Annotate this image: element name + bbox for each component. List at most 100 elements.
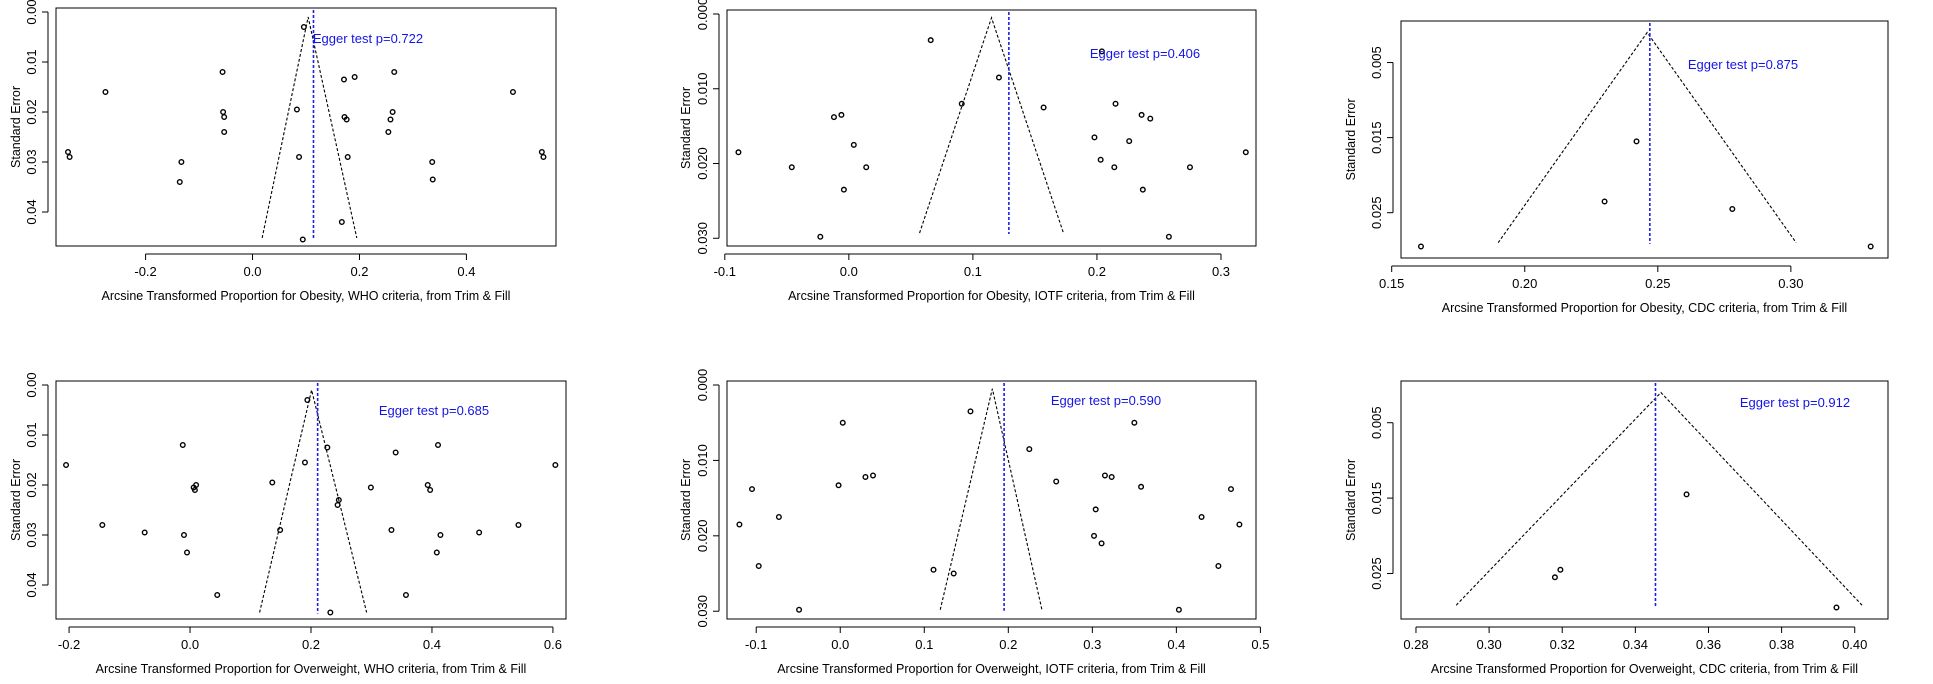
funnel-panel-3: 0.15 0.20 0.25 0.30 0.005 0.015 0.025 Arcsine T… <box>1344 20 1889 315</box>
study-point <box>870 472 877 479</box>
study-point <box>176 178 183 185</box>
y-tick-label: 0.030 <box>695 222 710 255</box>
x-axis-title: Arcsine Transformed Proportion for Obesi… <box>1442 301 1847 315</box>
y-tick-label: 0.005 <box>1369 406 1384 439</box>
y-axis-title: Standard Error <box>1344 459 1358 541</box>
study-point <box>388 527 395 534</box>
funnel-panel-5: -0.1 0.0 0.1 0.2 0.3 0.4 0.5 0.000 0.010 0.020 0.0… <box>679 369 1269 676</box>
study-point <box>338 218 345 225</box>
study-point <box>830 114 837 121</box>
y-tick-label: 0.000 <box>695 369 710 402</box>
study-point <box>1026 446 1033 453</box>
study-point <box>389 108 396 115</box>
study-point <box>219 68 226 75</box>
study-point <box>1097 156 1104 163</box>
study-point <box>1126 138 1133 145</box>
study-point <box>1633 138 1640 145</box>
x-tick-label: 0.5 <box>1251 637 1269 652</box>
study-point <box>184 549 191 556</box>
study-point <box>1092 506 1099 513</box>
study-point <box>538 148 545 155</box>
study-point <box>1215 562 1222 569</box>
study-point <box>1175 606 1182 613</box>
x-axis-title: Arcsine Transformed Proportion for Obesi… <box>102 289 511 303</box>
study-point <box>269 479 276 486</box>
funnel-limits <box>939 388 1043 610</box>
funnel-panel-4: -0.2 0.0 0.2 0.4 0.6 0.00 0.01 0.02 0.03 0.04 Arcs… <box>9 372 567 676</box>
study-point <box>1417 243 1424 250</box>
x-tick-label: 0.25 <box>1645 276 1670 291</box>
study-point <box>304 397 311 404</box>
funnel-limits <box>1497 31 1797 244</box>
study-point <box>351 73 358 80</box>
study-point <box>840 186 847 193</box>
study-point <box>193 482 200 489</box>
funnel-limits <box>919 16 1064 234</box>
x-tick-label: 0.0 <box>181 637 199 652</box>
study-point <box>1111 164 1118 171</box>
study-point <box>515 522 522 529</box>
x-axis-title: Arcsine Transformed Proportion for Overw… <box>96 662 527 676</box>
x-tick-label: 0.2 <box>350 264 368 279</box>
study-point <box>736 521 743 528</box>
study-point <box>63 462 70 469</box>
funnel-limits <box>1455 391 1863 606</box>
study-point <box>301 459 308 466</box>
egger-test-label: Egger test p=0.406 <box>1090 46 1200 61</box>
funnel-panel-6: 0.28 0.30 0.32 0.34 0.36 0.38 0.40 0.005 0.015 0.… <box>1344 380 1889 676</box>
x-tick-label: 0.0 <box>243 264 261 279</box>
study-point <box>300 24 307 31</box>
study-point <box>796 606 803 613</box>
study-point <box>221 113 228 120</box>
study-point <box>839 419 846 426</box>
study-point <box>1147 115 1154 122</box>
x-tick-label: -0.1 <box>745 637 767 652</box>
study-point <box>1112 100 1119 107</box>
study-point <box>66 153 73 160</box>
study-point <box>995 74 1002 81</box>
study-point <box>1683 491 1690 498</box>
study-point <box>435 442 442 449</box>
study-point <box>927 37 934 44</box>
study-point <box>327 609 334 616</box>
x-tick-label: 0.3 <box>1083 637 1101 652</box>
y-tick-label: 0.005 <box>1369 46 1384 79</box>
study-point <box>788 164 795 171</box>
study-point <box>429 176 436 183</box>
study-point <box>1551 574 1558 581</box>
plot-frame <box>726 9 1257 247</box>
study-point <box>391 68 398 75</box>
study-point <box>1131 419 1138 426</box>
study-point <box>220 108 227 115</box>
study-point <box>1227 486 1234 493</box>
y-tick-label: 0.020 <box>695 147 710 180</box>
study-point <box>102 88 109 95</box>
x-tick-label: 0.1 <box>915 637 933 652</box>
study-point <box>65 148 72 155</box>
y-axis-title: Standard Error <box>1344 99 1358 181</box>
y-tick-label: 0.025 <box>1369 557 1384 590</box>
y-tick-label: 0.02 <box>24 99 39 124</box>
study-point <box>437 532 444 539</box>
study-point <box>277 527 284 534</box>
study-point <box>293 106 300 113</box>
study-point <box>835 482 842 489</box>
study-point <box>392 449 399 456</box>
y-tick-label: 0.030 <box>695 595 710 628</box>
study-point <box>1098 48 1105 55</box>
study-point <box>540 153 547 160</box>
x-tick-label: 0.30 <box>1778 276 1803 291</box>
x-tick-label: 0.6 <box>544 637 562 652</box>
study-point <box>1091 134 1098 141</box>
x-tick-label: 0.15 <box>1379 276 1404 291</box>
y-tick-label: 0.03 <box>24 522 39 547</box>
x-tick-label: 0.28 <box>1403 637 1428 652</box>
funnel-panel-2: -0.1 0.0 0.1 0.2 0.3 0.000 0.010 0.020 0.030 Arcs… <box>679 0 1257 303</box>
study-point <box>1040 104 1047 111</box>
x-tick-label: 0.36 <box>1696 637 1721 652</box>
study-point <box>1557 566 1564 573</box>
y-tick-label: 0.04 <box>24 572 39 597</box>
study-point <box>950 570 957 577</box>
y-axis-title: Standard Error <box>679 459 693 541</box>
